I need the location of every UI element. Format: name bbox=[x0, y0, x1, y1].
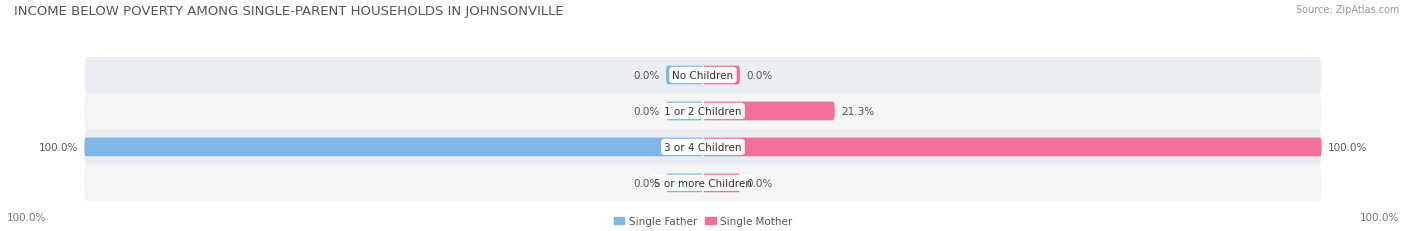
FancyBboxPatch shape bbox=[84, 129, 1322, 165]
FancyBboxPatch shape bbox=[666, 66, 703, 85]
Text: No Children: No Children bbox=[672, 71, 734, 81]
FancyBboxPatch shape bbox=[703, 102, 835, 121]
FancyBboxPatch shape bbox=[666, 174, 703, 192]
Text: 0.0%: 0.0% bbox=[634, 106, 659, 116]
Text: 5 or more Children: 5 or more Children bbox=[654, 178, 752, 188]
Text: 100.0%: 100.0% bbox=[1360, 212, 1399, 222]
Text: 100.0%: 100.0% bbox=[1327, 142, 1367, 152]
Text: 0.0%: 0.0% bbox=[634, 178, 659, 188]
Text: 1 or 2 Children: 1 or 2 Children bbox=[664, 106, 742, 116]
FancyBboxPatch shape bbox=[666, 102, 703, 121]
Text: 100.0%: 100.0% bbox=[39, 142, 79, 152]
FancyBboxPatch shape bbox=[84, 138, 703, 157]
FancyBboxPatch shape bbox=[703, 174, 740, 192]
FancyBboxPatch shape bbox=[703, 66, 740, 85]
Text: INCOME BELOW POVERTY AMONG SINGLE-PARENT HOUSEHOLDS IN JOHNSONVILLE: INCOME BELOW POVERTY AMONG SINGLE-PARENT… bbox=[14, 5, 564, 18]
Text: 100.0%: 100.0% bbox=[7, 212, 46, 222]
Text: 21.3%: 21.3% bbox=[841, 106, 875, 116]
Text: 0.0%: 0.0% bbox=[747, 71, 772, 81]
Legend: Single Father, Single Mother: Single Father, Single Mother bbox=[614, 216, 792, 226]
Text: Source: ZipAtlas.com: Source: ZipAtlas.com bbox=[1295, 5, 1399, 15]
Text: 3 or 4 Children: 3 or 4 Children bbox=[664, 142, 742, 152]
Text: 0.0%: 0.0% bbox=[747, 178, 772, 188]
FancyBboxPatch shape bbox=[84, 165, 1322, 201]
FancyBboxPatch shape bbox=[84, 58, 1322, 94]
FancyBboxPatch shape bbox=[703, 138, 1322, 157]
FancyBboxPatch shape bbox=[84, 94, 1322, 129]
Text: 0.0%: 0.0% bbox=[634, 71, 659, 81]
